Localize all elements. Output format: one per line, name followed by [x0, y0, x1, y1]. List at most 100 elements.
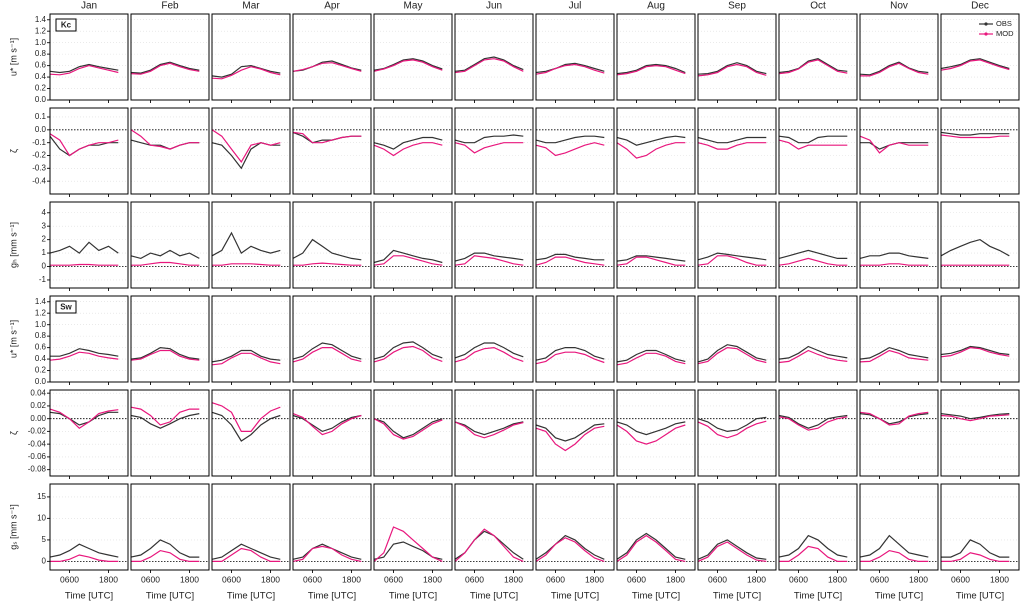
panel-frame: [940, 483, 1020, 571]
panel-frame: [616, 201, 696, 289]
x-tick-label: 0600: [222, 574, 241, 584]
series-line: [940, 414, 1010, 422]
series-line: [778, 349, 848, 364]
series-line: [373, 249, 443, 264]
panel-frame: [697, 389, 777, 477]
month-label: Feb: [161, 1, 179, 12]
month-label: Nov: [890, 1, 908, 12]
series-line: [130, 406, 200, 426]
x-tick-label: 1800: [342, 574, 361, 584]
month-label: Apr: [324, 1, 340, 12]
series-line: [940, 59, 1010, 71]
x-tick-label: 0600: [303, 574, 322, 584]
panel-frame: [535, 483, 615, 571]
panel-frame: [292, 295, 372, 383]
series-line: [454, 346, 524, 363]
series-line: [454, 421, 524, 439]
x-tick-label: 1800: [423, 574, 442, 584]
series-line: [616, 135, 686, 146]
series-line: [212, 263, 281, 266]
series-line: [49, 543, 119, 558]
panel-frame: [211, 13, 291, 101]
series-line: [211, 142, 281, 170]
x-axis-label: Time [UTC]: [551, 591, 599, 602]
x-axis-label: Time [UTC]: [308, 591, 356, 602]
month-label: Sep: [728, 1, 746, 12]
y-tick-label: 2: [42, 235, 47, 244]
series-line: [535, 256, 605, 266]
x-tick-label: 0600: [141, 574, 160, 584]
y-tick-label: 0.4: [35, 354, 47, 363]
series-line: [211, 64, 281, 78]
series-line: [859, 534, 929, 558]
series-line: [778, 414, 848, 429]
month-label: Jun: [486, 1, 502, 12]
x-axis-label: Time [UTC]: [470, 591, 518, 602]
series-line: [49, 411, 119, 426]
y-tick-label: 0.0: [35, 377, 47, 386]
y-tick-label: 0.2: [35, 366, 47, 375]
panel-frame: [454, 107, 534, 195]
y-tick-label: 1.2: [35, 26, 47, 35]
y-tick-label: -0.04: [28, 439, 47, 448]
series-line: [697, 136, 767, 144]
panel-frame: [130, 389, 210, 477]
y-axis-label: gₛ [mm s⁻¹]: [8, 504, 18, 550]
x-tick-label: 0600: [60, 574, 79, 584]
y-tick-label: 3: [42, 221, 47, 230]
panel-frame: [616, 107, 696, 195]
series-line: [130, 249, 200, 260]
series-line: [535, 63, 605, 75]
series-line: [616, 421, 686, 436]
month-label: Oct: [810, 1, 826, 12]
series-line: [292, 543, 362, 560]
month-label: Jan: [81, 1, 97, 12]
x-tick-label: 1800: [666, 574, 685, 584]
series-line: [697, 541, 767, 562]
panel-frame: [535, 389, 615, 477]
series-line: [454, 134, 524, 144]
y-axis-label: u* [m s⁻¹]: [8, 320, 18, 358]
series-line: [211, 411, 281, 442]
panel-frame: [49, 295, 129, 383]
series-line: [454, 58, 524, 74]
legend-marker: [984, 32, 988, 36]
series-line: [616, 349, 686, 363]
series-line: [211, 231, 281, 257]
panel-frame: [373, 483, 453, 571]
y-tick-label: 0.04: [30, 388, 46, 397]
y-tick-label: 0.8: [35, 49, 47, 58]
panel-frame: [454, 389, 534, 477]
panel-frame: [211, 389, 291, 477]
series-line: [859, 349, 929, 363]
series-line: [535, 537, 605, 562]
y-tick-label: 0.6: [35, 61, 47, 70]
panel-frame: [778, 483, 858, 571]
y-tick-label: -0.02: [28, 427, 47, 436]
y-tick-label: 1: [42, 248, 47, 257]
panel-frame: [616, 389, 696, 477]
panel-frame: [697, 13, 777, 101]
x-tick-label: 1800: [99, 574, 118, 584]
y-tick-label: 1.4: [35, 15, 47, 24]
series-line: [778, 58, 848, 74]
series-line: [859, 346, 929, 360]
y-tick-label: 0.6: [35, 343, 47, 352]
x-tick-label: 1800: [909, 574, 928, 584]
series-line: [697, 346, 767, 365]
x-tick-label: 0600: [951, 574, 970, 584]
y-tick-label: -0.06: [28, 452, 47, 461]
y-tick-label: 1.4: [35, 297, 47, 306]
x-tick-label: 0600: [546, 574, 565, 584]
series-line: [131, 261, 200, 266]
x-axis-label: Time [UTC]: [227, 591, 275, 602]
panel-frame: [535, 13, 615, 101]
panel-frame: [49, 13, 129, 101]
series-line: [535, 142, 605, 157]
series-line: [535, 253, 605, 261]
panel-frame: [778, 107, 858, 195]
series-line: [778, 416, 848, 431]
series-line: [292, 62, 362, 72]
legend-marker: [984, 22, 988, 26]
panel-frame: [778, 201, 858, 289]
